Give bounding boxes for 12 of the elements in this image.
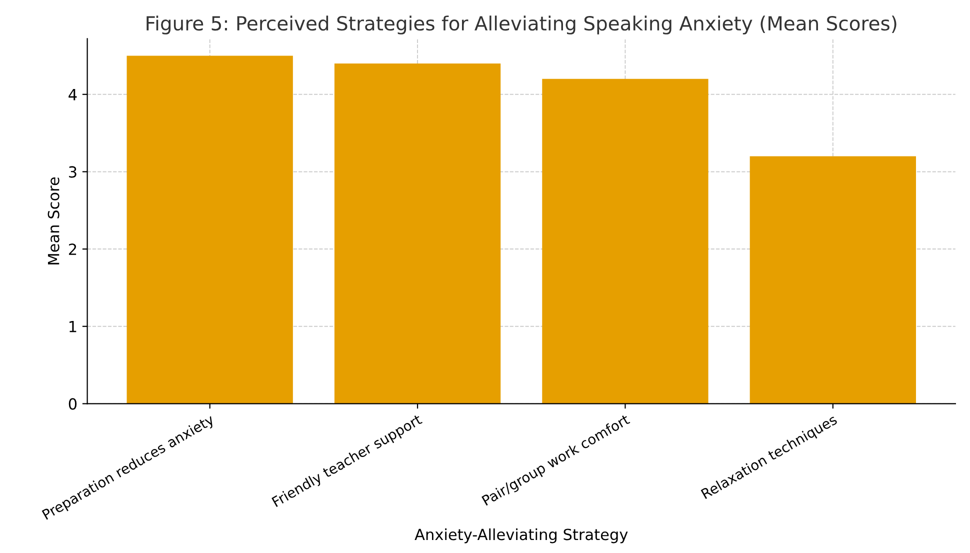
bar xyxy=(126,56,293,404)
bar xyxy=(334,63,501,404)
y-axis-title: Mean Score xyxy=(48,177,60,264)
bar xyxy=(750,156,916,404)
y-tick-label: 0 xyxy=(68,398,77,410)
bar xyxy=(542,78,708,404)
y-tick-label: 2 xyxy=(68,244,76,255)
chart-title: Figure 5: Perceived Strategies for Alleviating Speaking Anxiety (Mean Scores) xyxy=(146,16,896,34)
x-axis-title: Anxiety-Alleviating Strategy xyxy=(414,528,628,544)
y-tick-label: 1 xyxy=(70,321,76,332)
y-tick-label: 4 xyxy=(68,89,77,100)
y-tick-label: 3 xyxy=(69,166,76,178)
